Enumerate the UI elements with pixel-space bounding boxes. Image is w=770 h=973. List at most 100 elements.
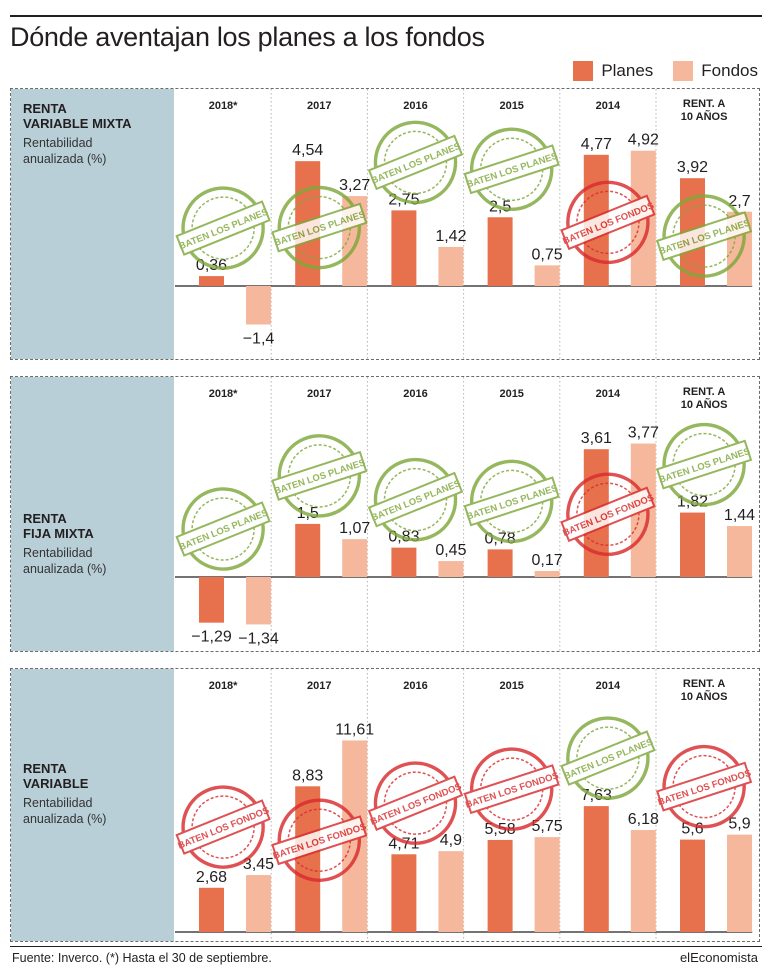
stamp-banner	[656, 211, 753, 262]
bar-fondos	[246, 875, 271, 932]
stamp-banner	[463, 476, 560, 527]
category-label: 2014	[596, 680, 621, 692]
data-label: 0,75	[532, 246, 563, 263]
category-label: 2015	[499, 388, 523, 400]
stamp-banner	[175, 501, 271, 557]
category-label: 2017	[307, 680, 331, 692]
bar-fondos	[438, 561, 464, 577]
stamp-banner	[463, 144, 560, 195]
stamp-baten-los-planes: BATEN LOS PLANES	[367, 457, 464, 542]
data-label: −1,4	[243, 331, 275, 348]
chart-renta-fija-mixta: 2018*−1,29 −1,3420171,51,0720160,830,4520…	[175, 377, 755, 651]
data-label: 1,07	[339, 520, 370, 537]
legend-swatch-fondos	[673, 61, 694, 81]
bar-fondos	[342, 539, 368, 577]
panel-title: RENTA VARIABLE MIXTA	[23, 101, 132, 131]
stamp-baten-los-planes: BATEN LOS PLANES	[560, 716, 656, 800]
category-label: 2016	[403, 100, 427, 112]
data-label: 3,27	[339, 177, 370, 194]
page-title: Dónde aventajan los planes a los fondos	[10, 22, 485, 52]
bar-planes	[391, 854, 417, 932]
stamp-banner	[656, 439, 753, 490]
top-rule	[10, 15, 762, 17]
data-label: 4,92	[628, 132, 659, 149]
category-label: 2014	[596, 100, 621, 112]
category-label: 2017	[307, 388, 331, 400]
stamp-banner	[367, 471, 464, 528]
data-label: 0,45	[435, 542, 466, 559]
bar-planes	[295, 786, 321, 932]
stamp-baten-los-planes: BATEN LOS PLANES	[175, 487, 271, 571]
bar-planes	[199, 276, 224, 286]
panel-title: RENTA VARIABLE	[23, 761, 89, 791]
bar-planes	[391, 210, 417, 286]
bar-planes	[487, 217, 513, 286]
bar-planes	[391, 547, 417, 577]
stamp-banner	[463, 764, 560, 815]
data-label: 4,54	[292, 142, 323, 159]
data-label: 0,17	[532, 552, 563, 569]
category-label: 2017	[307, 100, 331, 112]
bar-fondos	[438, 851, 464, 932]
category-label: 2018*	[209, 388, 238, 400]
stamp-baten-los-planes: BATEN LOS PLANES	[271, 434, 368, 518]
stamp-banner	[560, 486, 656, 543]
stamp-banner	[367, 775, 464, 831]
data-label: 8,83	[292, 767, 323, 784]
stamp-baten-los-planes: BATEN LOS PLANES	[175, 186, 271, 270]
bar-planes	[680, 839, 705, 932]
legend-label-fondos: Fondos	[701, 61, 758, 80]
bar-fondos	[727, 834, 752, 932]
data-label: 1,44	[724, 507, 755, 524]
category-label: RENT. A 10 AÑOS	[681, 678, 728, 703]
panel-renta-variable: RENTA VARIABLE Rentabilidad anualizada (…	[10, 668, 760, 942]
category-label: 2015	[499, 100, 523, 112]
stamp-banner	[271, 450, 368, 501]
data-label: 1,42	[435, 228, 466, 245]
stamp-baten-los-planes: BATEN LOS PLANES	[367, 120, 464, 205]
bar-fondos	[438, 246, 464, 286]
stamp-banner	[175, 799, 271, 855]
data-label: −1,29	[191, 629, 232, 646]
data-label: 3,61	[581, 430, 612, 447]
data-label: 3,45	[243, 856, 274, 873]
bar-fondos	[534, 570, 560, 577]
panel-title: RENTA FIJA MIXTA	[23, 511, 94, 541]
legend: Planes Fondos	[573, 60, 758, 82]
data-label: 5,75	[532, 818, 563, 835]
stamp-banner	[271, 202, 368, 253]
bar-planes	[487, 839, 513, 932]
bar-planes	[199, 577, 224, 623]
bar-fondos	[727, 526, 752, 577]
data-label: 3,77	[628, 425, 659, 442]
footer-rule	[10, 946, 762, 947]
bar-fondos	[630, 830, 656, 932]
bar-fondos	[534, 265, 560, 286]
category-label: 2018*	[209, 100, 238, 112]
data-label: 6,18	[628, 811, 659, 828]
panel-side	[11, 89, 174, 359]
bar-fondos	[246, 286, 271, 325]
category-label: 2018*	[209, 680, 238, 692]
stamp-banner	[656, 761, 753, 812]
bar-planes	[295, 523, 321, 577]
stamp-banner	[175, 200, 271, 256]
legend-label-planes: Planes	[601, 61, 654, 80]
bar-fondos	[534, 837, 560, 932]
data-label: 4,77	[581, 136, 612, 153]
data-label: 2,7	[728, 193, 750, 210]
category-label: RENT. A 10 AÑOS	[681, 386, 728, 411]
stamp-banner	[560, 194, 656, 251]
bar-planes	[199, 887, 224, 932]
bar-planes	[680, 512, 705, 577]
panel-renta-variable-mixta: RENTA VARIABLE MIXTA Rentabilidad anuali…	[10, 88, 760, 360]
data-label: 2,68	[196, 869, 227, 886]
category-label: 2014	[596, 388, 621, 400]
category-label: 2016	[403, 680, 427, 692]
brand-logo: elEconomista	[679, 950, 758, 965]
data-label: 5,9	[728, 816, 750, 833]
panel-renta-fija-mixta: RENTA FIJA MIXTA Rentabilidad anualizada…	[10, 376, 760, 652]
data-label: 11,61	[335, 721, 374, 738]
data-label: 4,9	[440, 832, 462, 849]
